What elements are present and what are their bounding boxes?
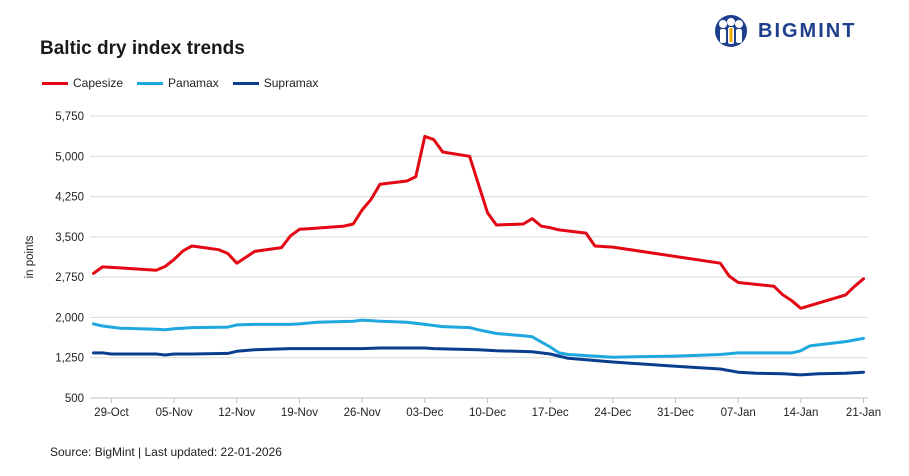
legend-item-panamax: Panamax: [137, 76, 219, 90]
chart-legend: Capesize Panamax Supramax: [42, 76, 318, 90]
bigmint-logo-icon: [715, 15, 747, 47]
legend-label-panamax: Panamax: [168, 76, 219, 90]
legend-item-supramax: Supramax: [232, 76, 319, 90]
x-tick-label: 14-Jan: [783, 407, 818, 419]
legend-label-capesize: Capesize: [73, 76, 124, 90]
x-tick-label: 12-Nov: [218, 407, 255, 419]
legend-swatch-capesize: [42, 81, 68, 85]
brand-name: BIGMINT: [758, 19, 857, 42]
y-tick-label: 3,500: [55, 232, 84, 244]
x-tick-label: 05-Nov: [156, 407, 193, 419]
y-tick-label: 5,000: [55, 151, 84, 163]
x-tick-label: 26-Nov: [344, 407, 381, 419]
series-line-capesize: [92, 134, 865, 310]
y-tick-label: 1,250: [55, 353, 84, 365]
series-line-supramax: [92, 346, 865, 377]
x-tick-label: 19-Nov: [281, 407, 318, 419]
x-tick-label: 10-Dec: [469, 407, 506, 419]
y-tick-label: 4,250: [55, 192, 84, 204]
legend-swatch-supramax: [232, 81, 259, 85]
y-tick-label: 2,000: [55, 312, 84, 324]
x-tick-label: 29-Oct: [94, 407, 129, 419]
x-tick-label: 17-Dec: [532, 407, 569, 419]
y-tick-label: 2,750: [55, 272, 84, 284]
source-note: Source: BigMint | Last updated: 22-01-20…: [50, 445, 282, 459]
legend-item-capesize: Capesize: [42, 76, 123, 90]
legend-swatch-panamax: [137, 81, 164, 85]
x-tick-label: 24-Dec: [594, 407, 631, 419]
y-axis-title: in points: [24, 235, 36, 278]
x-tick-label: 07-Jan: [721, 407, 756, 419]
legend-label-supramax: Supramax: [263, 76, 319, 90]
y-tick-label: 500: [65, 393, 84, 405]
x-tick-label: 21-Jan: [846, 407, 881, 419]
series-line-panamax: [92, 318, 865, 359]
x-tick-label: 03-Dec: [406, 407, 443, 419]
chart-title: Baltic dry index trends: [40, 38, 245, 59]
y-tick-label: 5,750: [55, 111, 84, 123]
brand-logo: BIGMINT: [712, 14, 856, 48]
x-tick-label: 31-Dec: [657, 407, 694, 419]
